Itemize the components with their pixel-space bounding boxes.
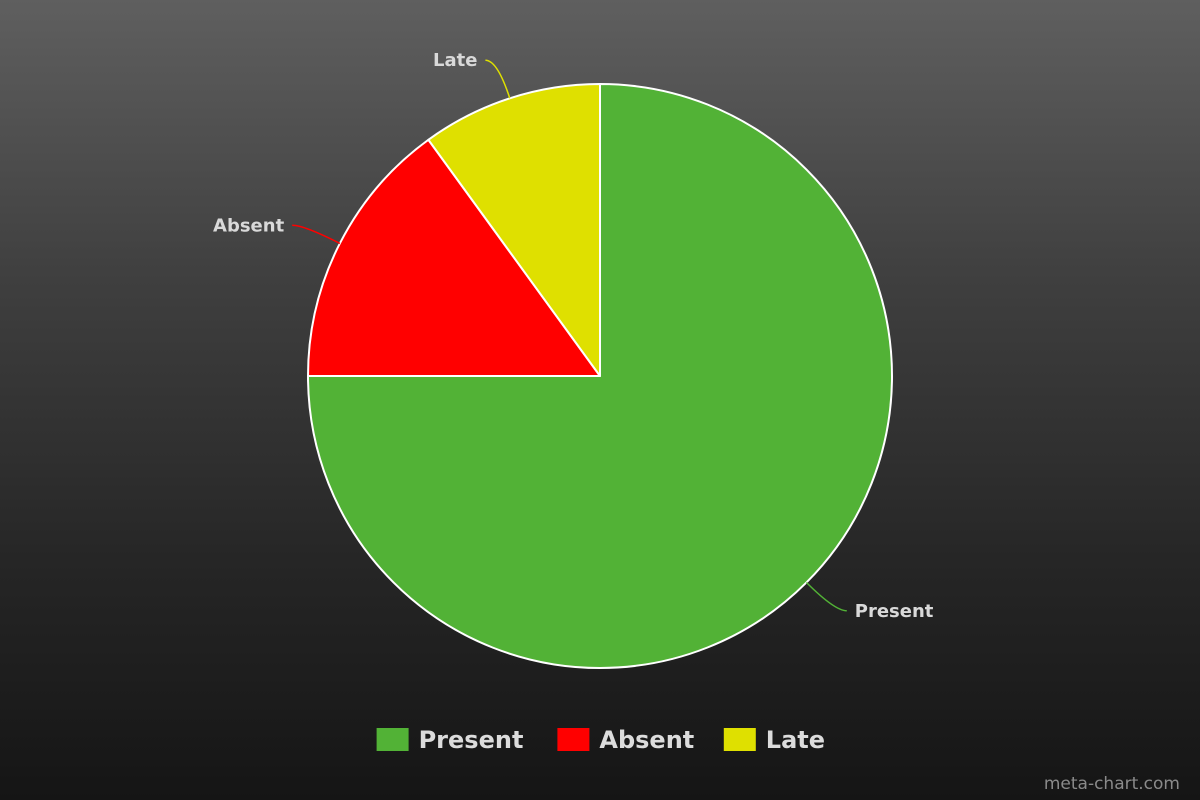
legend-swatch-present [376,728,409,751]
slice-label-absent: Absent [213,215,285,236]
pie-slice-present [307,83,893,669]
legend-label-present: Present [419,726,524,754]
legend-item-absent[interactable]: Absent [557,726,694,754]
pie-slice-absent [307,138,601,377]
pie-slice-late [427,83,601,377]
legend: Present Absent Late [376,726,825,754]
slice-label-leaders [292,59,847,612]
legend-label-absent: Absent [599,726,694,754]
legend-label-late: Late [766,726,825,754]
leader-line-absent [292,224,341,245]
legend-swatch-late [723,728,756,751]
legend-item-late[interactable]: Late [723,726,825,754]
leader-line-late [485,59,511,99]
slice-label-late: Late [433,50,477,71]
watermark: meta-chart.com [1043,774,1180,794]
slice-label-present: Present [855,601,934,622]
pie-slices [307,83,893,669]
legend-item-present[interactable]: Present [376,726,524,754]
slice-labels: Present Absent Late [213,50,934,622]
leader-line-present [805,581,847,612]
legend-swatch-absent [557,728,590,751]
